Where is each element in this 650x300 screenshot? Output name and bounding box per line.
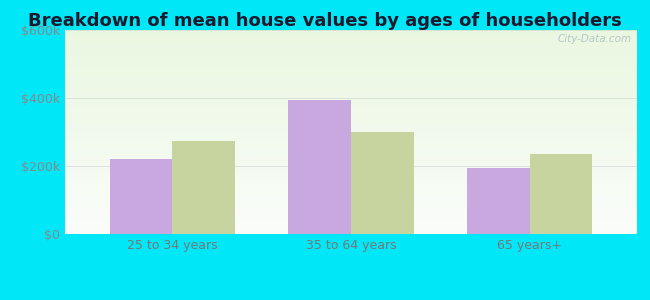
Bar xyxy=(289,100,351,234)
Bar xyxy=(172,140,235,234)
Text: City-Data.com: City-Data.com xyxy=(557,34,631,44)
Text: Breakdown of mean house values by ages of householders: Breakdown of mean house values by ages o… xyxy=(28,12,622,30)
Bar xyxy=(110,159,172,234)
Bar xyxy=(530,154,592,234)
Bar xyxy=(467,168,530,234)
Bar xyxy=(351,132,413,234)
